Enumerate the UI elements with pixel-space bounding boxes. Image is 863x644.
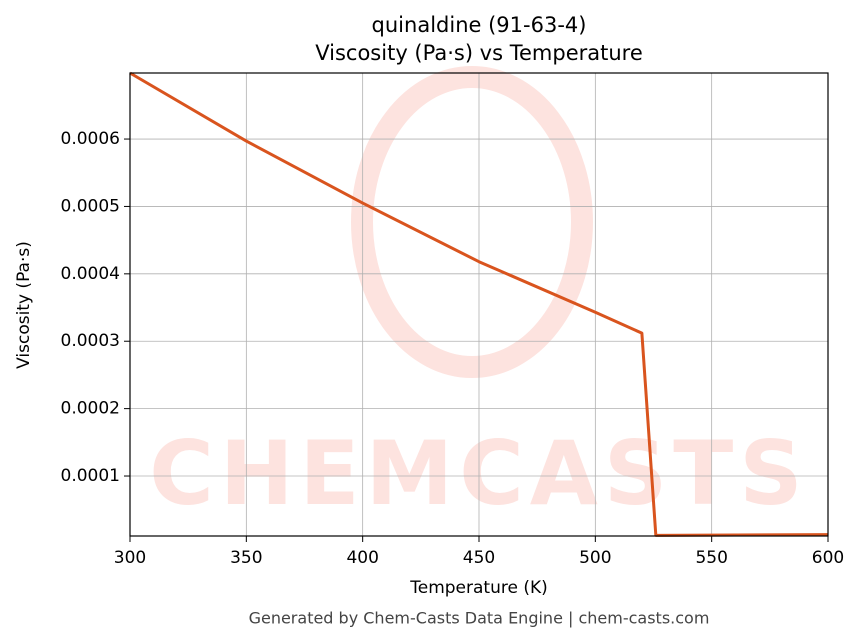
footer: Generated by Chem-Casts Data Engine | ch… [249,609,710,628]
x-tick-label: 400 [346,548,378,568]
x-tick-label: 450 [463,548,495,568]
watermark-logo [351,66,593,378]
y-tick-label: 0.0003 [61,331,120,351]
y-tick-label: 0.0006 [61,129,120,149]
x-tick-label: 300 [114,548,146,568]
y-axis-label: Viscosity (Pa·s) [14,241,34,369]
x-tick-label: 350 [230,548,262,568]
plot-frame [129,72,829,537]
x-tick-label: 600 [812,548,844,568]
x-axis-label: Temperature (K) [409,578,548,598]
y-tick-label: 0.0002 [61,399,120,419]
x-tick-label: 550 [695,548,727,568]
watermark: CHEMCASTS [149,422,808,525]
y-tick-label: 0.0005 [61,196,120,216]
x-tick-label: 500 [579,548,611,568]
y-tick-label: 0.0004 [61,264,120,284]
chart-subtitle: Viscosity (Pa·s) vs Temperature [315,41,643,65]
chart-title: quinaldine (91-63-4) [372,13,587,37]
y-tick-label: 0.0001 [61,466,120,486]
data-line [129,71,829,537]
